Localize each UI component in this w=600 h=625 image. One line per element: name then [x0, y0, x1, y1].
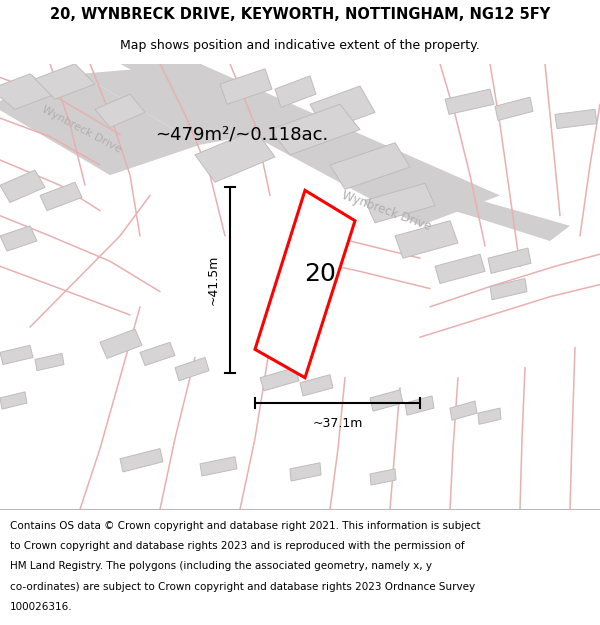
Polygon shape — [290, 462, 321, 481]
Polygon shape — [35, 353, 64, 371]
Polygon shape — [300, 374, 333, 396]
Polygon shape — [488, 248, 531, 273]
Polygon shape — [0, 170, 45, 202]
Text: Map shows position and indicative extent of the property.: Map shows position and indicative extent… — [120, 39, 480, 52]
Polygon shape — [395, 221, 458, 258]
Polygon shape — [495, 97, 533, 121]
Polygon shape — [0, 392, 27, 409]
Text: Contains OS data © Crown copyright and database right 2021. This information is : Contains OS data © Crown copyright and d… — [10, 521, 481, 531]
Text: HM Land Registry. The polygons (including the associated geometry, namely x, y: HM Land Registry. The polygons (includin… — [10, 561, 432, 571]
Polygon shape — [445, 89, 494, 114]
Polygon shape — [450, 401, 477, 420]
Polygon shape — [100, 329, 142, 359]
Polygon shape — [120, 64, 500, 226]
Text: co-ordinates) are subject to Crown copyright and database rights 2023 Ordnance S: co-ordinates) are subject to Crown copyr… — [10, 582, 475, 592]
Polygon shape — [120, 449, 163, 472]
Polygon shape — [555, 109, 597, 129]
Polygon shape — [175, 357, 209, 381]
Polygon shape — [435, 254, 485, 284]
Polygon shape — [140, 342, 175, 366]
Polygon shape — [330, 142, 410, 189]
Text: ~41.5m: ~41.5m — [207, 255, 220, 305]
Polygon shape — [370, 469, 396, 485]
Polygon shape — [95, 94, 145, 128]
Polygon shape — [0, 345, 33, 364]
Polygon shape — [35, 64, 95, 99]
Polygon shape — [270, 104, 360, 155]
Polygon shape — [270, 126, 570, 241]
Polygon shape — [0, 74, 200, 175]
Polygon shape — [0, 74, 55, 109]
Polygon shape — [195, 129, 275, 182]
Polygon shape — [260, 368, 299, 391]
Text: ~37.1m: ~37.1m — [313, 417, 362, 430]
Polygon shape — [255, 191, 355, 378]
Text: 20, WYNBRECK DRIVE, KEYWORTH, NOTTINGHAM, NG12 5FY: 20, WYNBRECK DRIVE, KEYWORTH, NOTTINGHAM… — [50, 6, 550, 21]
Polygon shape — [275, 76, 316, 108]
Polygon shape — [40, 182, 82, 211]
Polygon shape — [220, 69, 272, 104]
Polygon shape — [200, 457, 237, 476]
Polygon shape — [478, 408, 501, 424]
Polygon shape — [490, 279, 527, 300]
Text: Wynbreck Drive: Wynbreck Drive — [40, 104, 123, 155]
Polygon shape — [370, 390, 403, 411]
Text: 100026316.: 100026316. — [10, 602, 73, 612]
Polygon shape — [310, 86, 375, 131]
Text: 20: 20 — [304, 262, 336, 286]
Text: to Crown copyright and database rights 2023 and is reproduced with the permissio: to Crown copyright and database rights 2… — [10, 541, 465, 551]
Polygon shape — [0, 226, 37, 251]
Polygon shape — [405, 396, 434, 415]
Text: ~479m²/~0.118ac.: ~479m²/~0.118ac. — [155, 126, 328, 144]
Polygon shape — [80, 64, 310, 145]
Text: Wynbreck Drive: Wynbreck Drive — [340, 188, 433, 232]
Polygon shape — [365, 183, 435, 222]
